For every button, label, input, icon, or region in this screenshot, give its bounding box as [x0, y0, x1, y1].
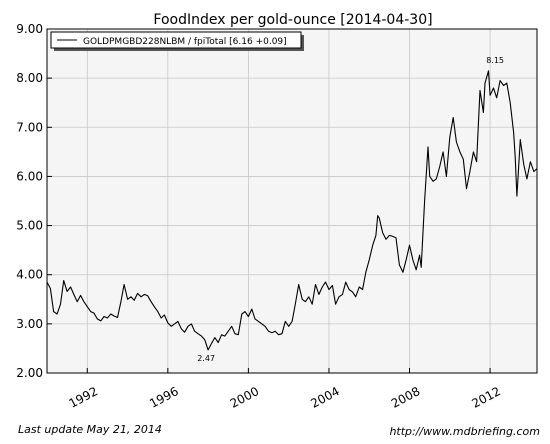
y-tick-label: 4.00: [16, 268, 43, 282]
y-tick-label: 3.00: [16, 317, 43, 331]
annotations: 8.15 2.47: [197, 56, 504, 363]
y-tick-label: 5.00: [16, 219, 43, 233]
y-tick-label: 7.00: [16, 120, 43, 134]
source-link[interactable]: http://www.mdbriefing.com: [389, 425, 540, 438]
data-label: 2.47: [197, 354, 215, 363]
plot-area: [47, 29, 537, 373]
x-tick-label: 2012: [469, 384, 503, 411]
x-tick-label: 1996: [147, 384, 181, 411]
legend-label: GOLDPMGBD228NLBM / fpiTotal [6.16 +0.09]: [83, 37, 287, 47]
x-tick-label: 1992: [67, 384, 101, 411]
series: [46, 70, 538, 351]
legend-box: [50, 31, 302, 49]
y-tick-label: 8.00: [16, 71, 43, 85]
x-tick-label: 2004: [308, 384, 342, 411]
y-tick-label: 2.00: [16, 366, 43, 380]
x-tick-label: 2008: [389, 384, 423, 411]
x-axis: 1992 1996 2000 2004 2008 2012: [67, 368, 503, 411]
x-tick-label: 2000: [228, 384, 262, 411]
series-line: [46, 70, 538, 351]
y-tick-label: 9.00: [16, 22, 43, 36]
y-axis: 2.00 3.00 4.00 5.00 6.00 7.00 8.00 9.00: [16, 22, 52, 380]
y-tick-label: 6.00: [16, 169, 43, 183]
chart: FoodIndex per gold-ounce [2014-04-30] 2.…: [16, 12, 538, 411]
chart-title: FoodIndex per gold-ounce [2014-04-30]: [153, 12, 432, 28]
plot-frame: [46, 28, 538, 374]
data-label: 8.15: [486, 56, 504, 65]
legend: GOLDPMGBD228NLBM / fpiTotal [6.16 +0.09]: [50, 31, 304, 51]
last-update-text: Last update May 21, 2014: [18, 423, 162, 436]
